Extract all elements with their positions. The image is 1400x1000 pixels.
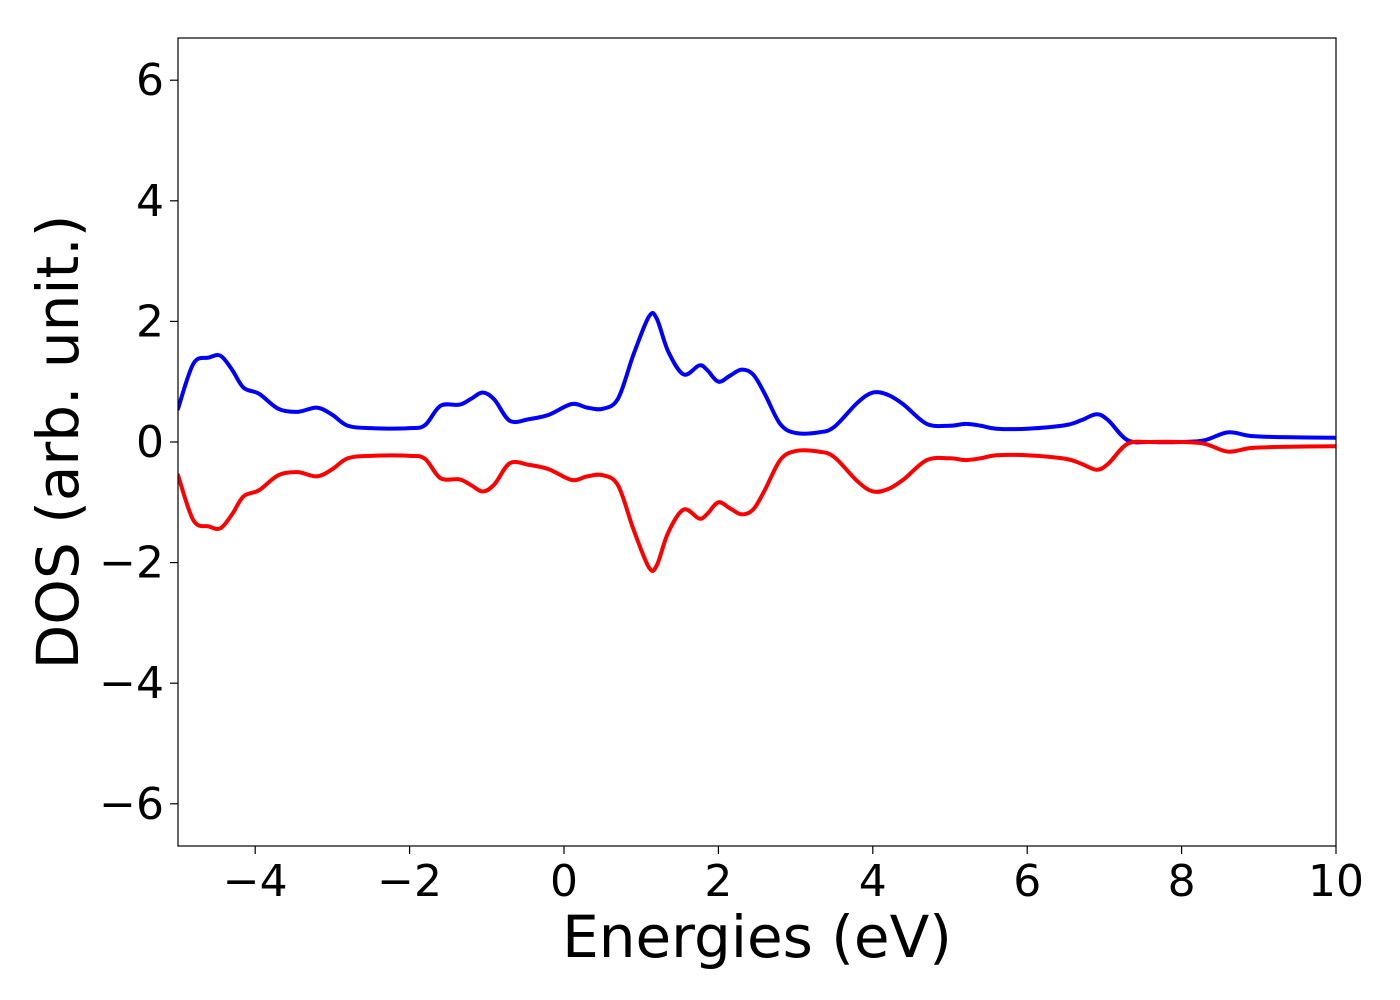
x-axis-title: Energies (eV) — [562, 903, 952, 971]
x-tick-label: 6 — [1013, 856, 1041, 907]
y-tick-label: −6 — [99, 779, 164, 830]
x-tick-label: 2 — [704, 856, 732, 907]
y-tick-label: −4 — [99, 658, 164, 709]
x-tick-label: 10 — [1308, 856, 1364, 907]
x-tick-label: 8 — [1168, 856, 1196, 907]
x-tick-label: 4 — [859, 856, 887, 907]
y-tick-label: 4 — [136, 176, 164, 227]
y-axis: −6 −4 −2 0 2 4 6 — [99, 55, 178, 830]
y-tick-label: −2 — [99, 538, 164, 589]
y-tick-label: 2 — [136, 296, 164, 347]
series-line-negative — [178, 439, 1336, 574]
y-axis-title: DOS (arb. unit.) — [24, 215, 92, 670]
x-tick-label: 0 — [550, 856, 578, 907]
y-tick-label: 0 — [136, 417, 164, 468]
series-layer — [178, 310, 1336, 574]
series-line-positive — [178, 310, 1336, 445]
y-tick-label: 6 — [136, 55, 164, 106]
x-tick-label: −2 — [377, 856, 442, 907]
x-tick-label: −4 — [223, 856, 288, 907]
x-axis: −4 −2 0 2 4 6 8 10 — [223, 846, 1364, 907]
